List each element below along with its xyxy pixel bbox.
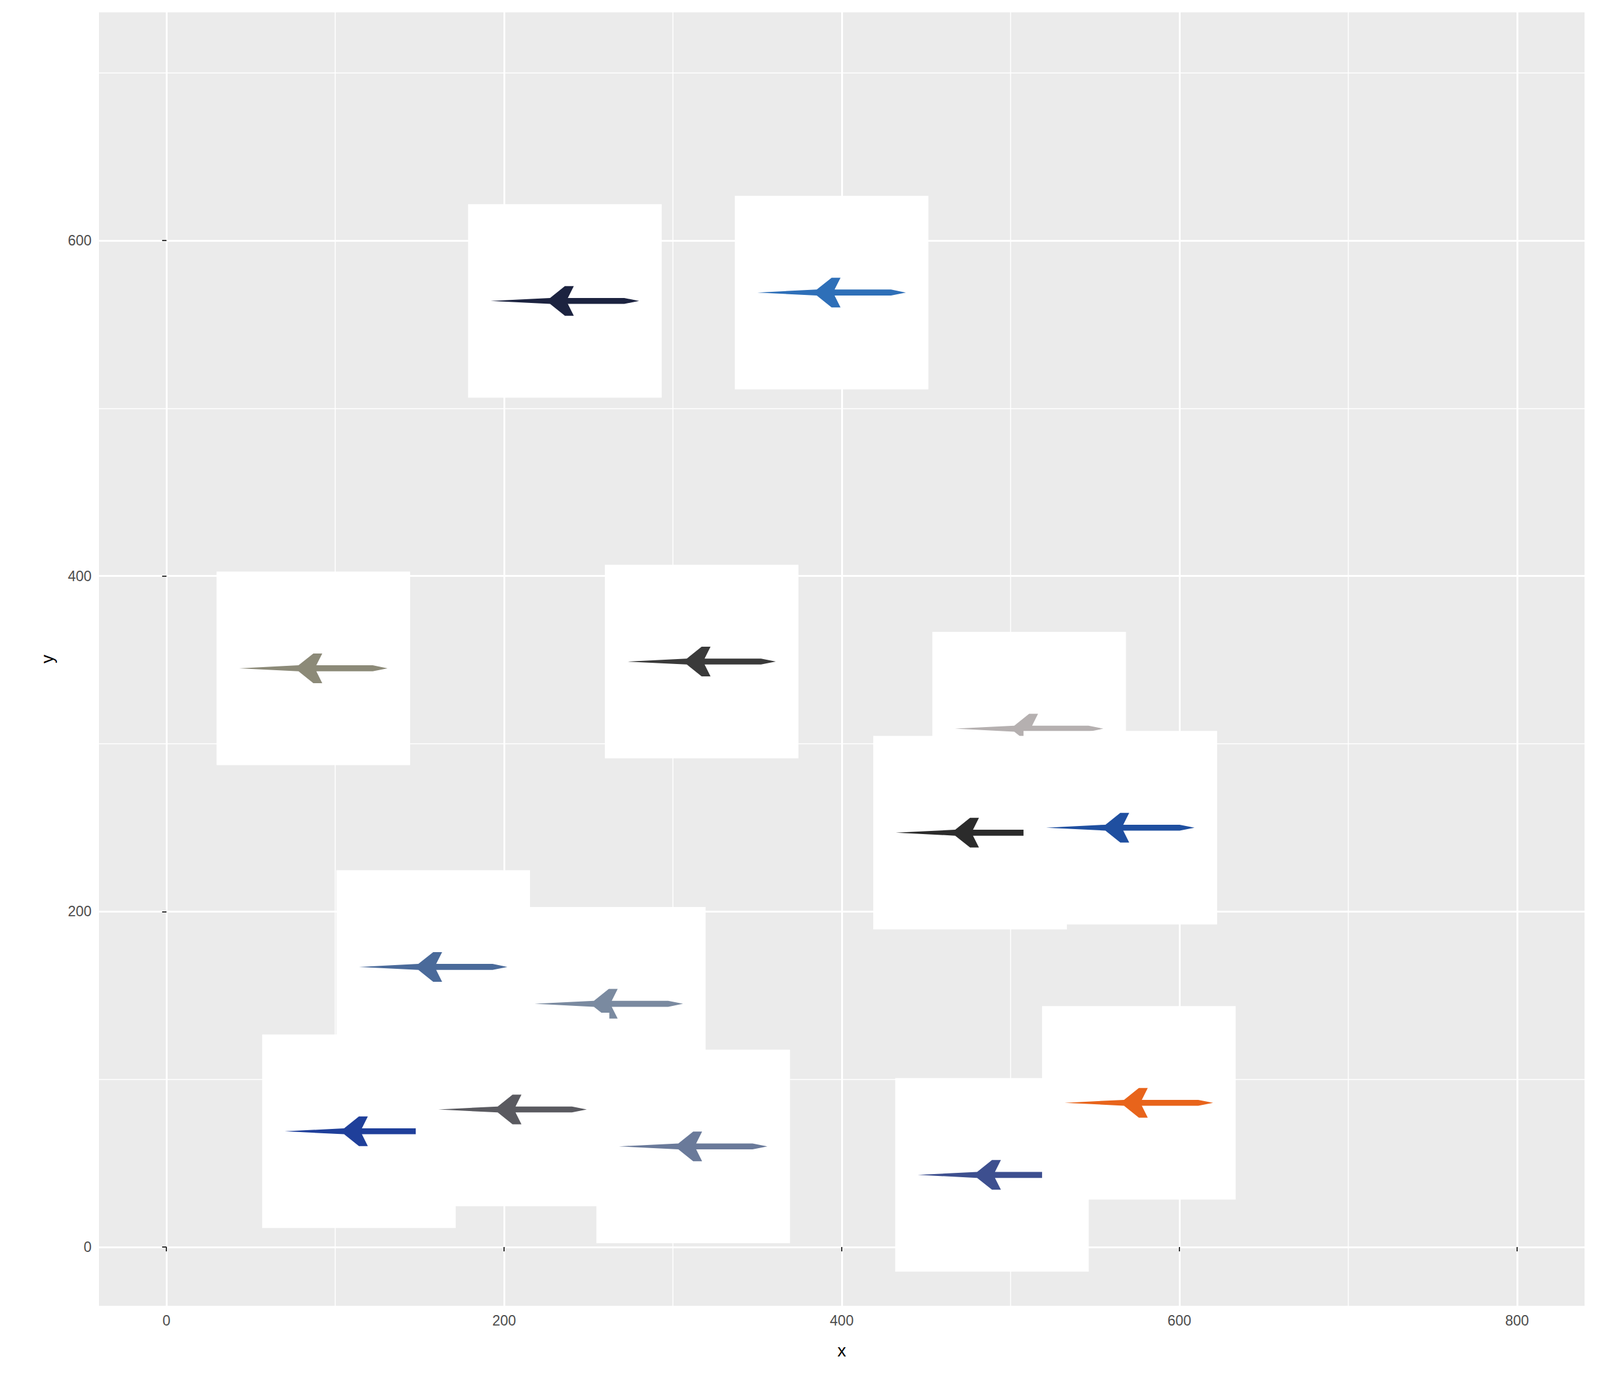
svg-text:200: 200 (492, 1313, 516, 1330)
svg-text:200: 200 (68, 903, 92, 920)
svg-text:x: x (837, 1341, 847, 1361)
svg-text:400: 400 (68, 568, 92, 585)
svg-text:800: 800 (1505, 1313, 1529, 1330)
svg-text:400: 400 (829, 1313, 854, 1330)
svg-text:600: 600 (68, 232, 92, 249)
svg-text:0: 0 (162, 1313, 171, 1330)
svg-text:600: 600 (1167, 1313, 1192, 1330)
svg-text:0: 0 (83, 1239, 92, 1256)
svg-text:y: y (37, 654, 57, 664)
